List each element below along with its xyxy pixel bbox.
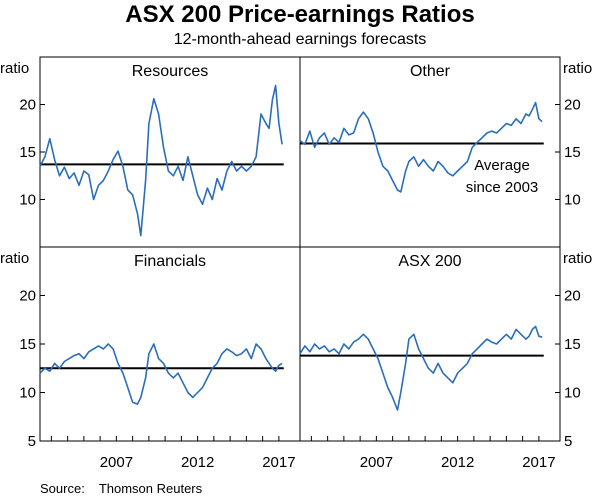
y-tick-label-left: 5 [28, 433, 36, 450]
chart-subtitle: 12-month-ahead earnings forecasts [173, 31, 427, 48]
x-tick-label: 2017 [522, 454, 555, 471]
y-tick-label-left: 15 [19, 144, 36, 161]
y-tick-label-right: 10 [564, 192, 581, 209]
x-tick-label: 2017 [262, 454, 295, 471]
chart-title: ASX 200 Price-earnings Ratios [125, 1, 475, 28]
y-tick-label-right: 20 [564, 97, 581, 114]
series-line [299, 101, 543, 193]
y-tick-label-right: 5 [564, 433, 572, 450]
source-note: Source: Thomson Reuters [40, 481, 202, 496]
y-tick-label-right: 10 [564, 385, 581, 402]
panel-title: Financials [134, 253, 206, 270]
y-tick-label-right: 20 [564, 288, 581, 305]
source-label: Source: [40, 481, 85, 496]
x-tick-label: 2012 [181, 454, 214, 471]
y-tick-label-left: 20 [19, 288, 36, 305]
annotation-text: Average [474, 157, 530, 174]
panel-title: Resources [132, 63, 208, 80]
series-line [299, 325, 543, 411]
y-tick-label-left: 15 [19, 336, 36, 353]
x-tick-label: 2007 [100, 454, 133, 471]
y-tick-label-left: 20 [19, 97, 36, 114]
panel-title: ASX 200 [398, 253, 461, 270]
y-unit-label-left: ratio [0, 60, 29, 77]
annotation-text: since 2003 [466, 179, 539, 196]
y-unit-label-right: ratio [563, 60, 592, 77]
panel-title: Other [410, 63, 451, 80]
y-tick-label-left: 10 [19, 385, 36, 402]
source-value: Thomson Reuters [98, 481, 203, 496]
series-line [39, 343, 283, 405]
series-line [39, 84, 283, 237]
y-tick-label-right: 15 [564, 336, 581, 353]
y-tick-label-right: 15 [564, 144, 581, 161]
y-unit-label-right: ratio [563, 250, 592, 267]
x-tick-label: 2012 [441, 454, 474, 471]
x-tick-label: 2007 [360, 454, 393, 471]
y-tick-label-left: 10 [19, 192, 36, 209]
y-unit-label-left: ratio [0, 250, 29, 267]
